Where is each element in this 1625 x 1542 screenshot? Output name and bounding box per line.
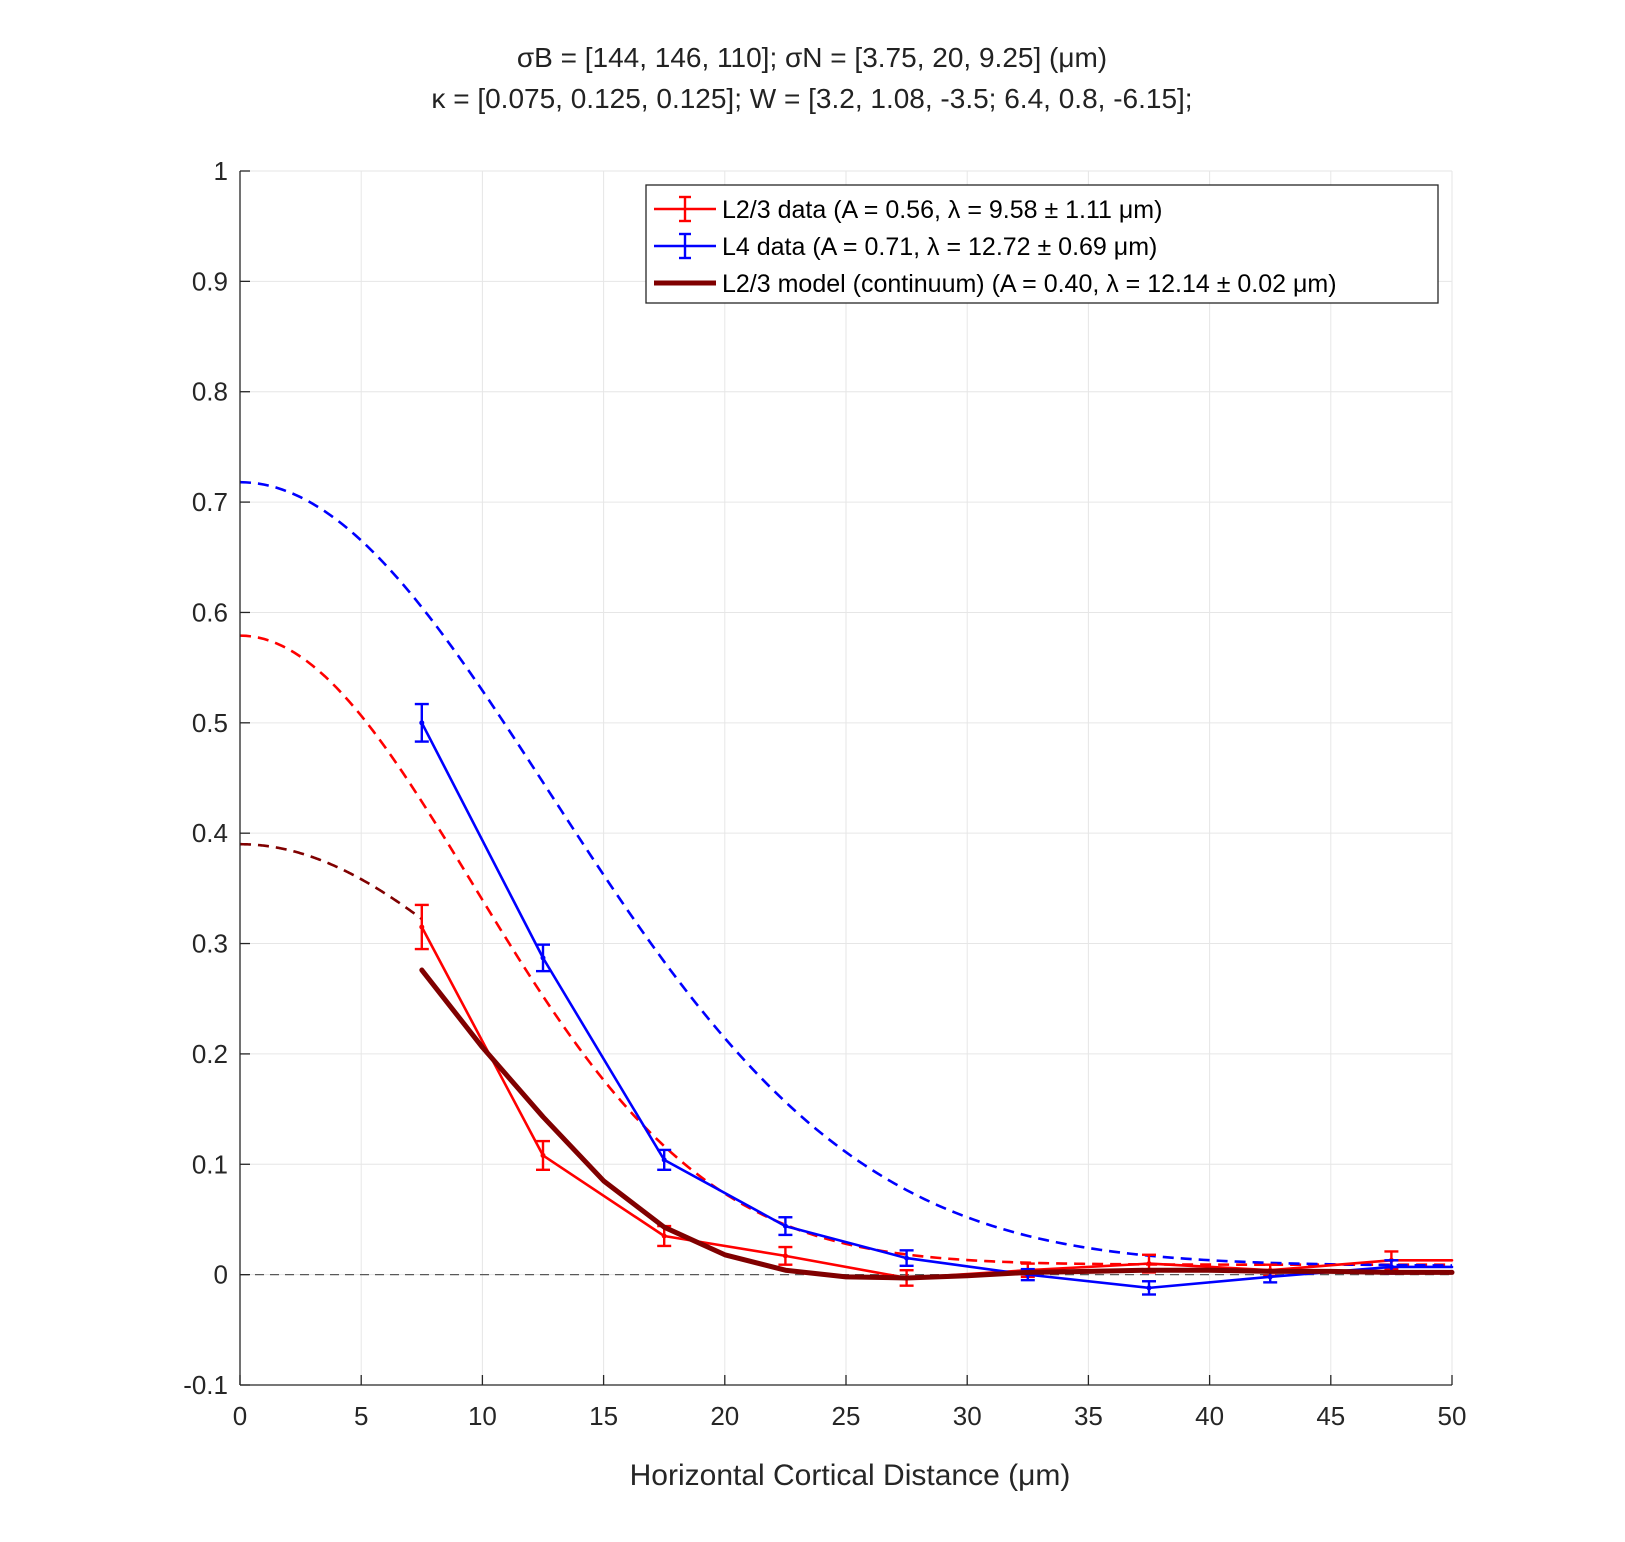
y-tick-label-0: -0.1: [183, 1370, 228, 1400]
chart-title-line-2: κ = [0.075, 0.125, 0.125]; W = [3.2, 1.0…: [431, 83, 1192, 114]
x-axis-label: Horizontal Cortical Distance (μm): [630, 1459, 1071, 1492]
data-point-1-0: [419, 720, 425, 726]
data-point-0-2: [661, 1233, 667, 1239]
fit-curve-0: [239, 634, 1452, 1266]
x-tick-label-0: 0: [233, 1401, 247, 1431]
data-point-0-0: [419, 924, 425, 930]
x-tick-label-7: 35: [1074, 1401, 1103, 1431]
data-point-0-6: [1146, 1261, 1152, 1267]
y-tick-label-2: 0.1: [192, 1149, 228, 1179]
x-tick-label-9: 45: [1316, 1401, 1345, 1431]
data-point-1-3: [782, 1223, 788, 1229]
x-tick-label-4: 20: [710, 1401, 739, 1431]
x-tick-label-2: 10: [468, 1401, 497, 1431]
legend-label-2: L2/3 model (continuum) (A = 0.40, λ = 12…: [722, 270, 1337, 298]
x-tick-label-8: 40: [1195, 1401, 1224, 1431]
fit-curves: [239, 480, 1453, 1267]
y-tick-label-4: 0.3: [192, 929, 228, 959]
legend: L2/3 data (A = 0.56, λ = 9.58 ± 1.11 μm)…: [645, 184, 1439, 304]
legend-box: [645, 184, 1439, 304]
data-series: [414, 702, 1455, 1296]
chart-title-line-1: σB = [144, 146, 110]; σN = [3.75, 20, 9.…: [517, 42, 1107, 73]
y-tick-label-9: 0.8: [192, 377, 228, 407]
y-tick-label-8: 0.7: [192, 487, 228, 517]
tick-labels: 0 5 10 15 20 25 30 35 40 45 50-0.100.10.20.30.40.5…: [183, 156, 1466, 1431]
x-tick-label-1: 5: [354, 1401, 368, 1431]
legend-label-1: L4 data (A = 0.71, λ = 12.72 ± 0.69 μm): [722, 233, 1157, 261]
y-tick-label-1: 0: [214, 1260, 228, 1290]
data-point-1-1: [540, 955, 546, 961]
x-tick-label-10: 50: [1438, 1401, 1467, 1431]
y-tick-label-3: 0.2: [192, 1039, 228, 1069]
data-point-1-6: [1146, 1285, 1152, 1291]
data-point-0-1: [540, 1152, 546, 1158]
data-point-1-8: [1388, 1264, 1394, 1270]
y-tick-label-7: 0.6: [192, 597, 228, 627]
series-line-2: [419, 967, 1455, 1281]
y-tick-label-6: 0.5: [192, 708, 228, 738]
legend-label-0: L2/3 data (A = 0.56, λ = 9.58 ± 1.11 μm): [722, 196, 1162, 224]
data-point-1-4: [904, 1255, 910, 1261]
fit-curve-2: [240, 842, 423, 921]
y-tick-label-10: 0.9: [192, 266, 228, 296]
data-point-0-3: [782, 1253, 788, 1259]
data-point-1-7: [1267, 1274, 1273, 1280]
data-point-1-2: [661, 1157, 667, 1163]
fit-curve-1: [239, 480, 1453, 1267]
y-tick-label-11: 1: [214, 156, 228, 186]
axes: [239, 170, 1453, 1386]
x-tick-label-6: 30: [953, 1401, 982, 1431]
x-tick-label-3: 15: [589, 1401, 618, 1431]
y-tick-label-5: 0.4: [192, 818, 228, 848]
x-tick-label-5: 25: [832, 1401, 861, 1431]
